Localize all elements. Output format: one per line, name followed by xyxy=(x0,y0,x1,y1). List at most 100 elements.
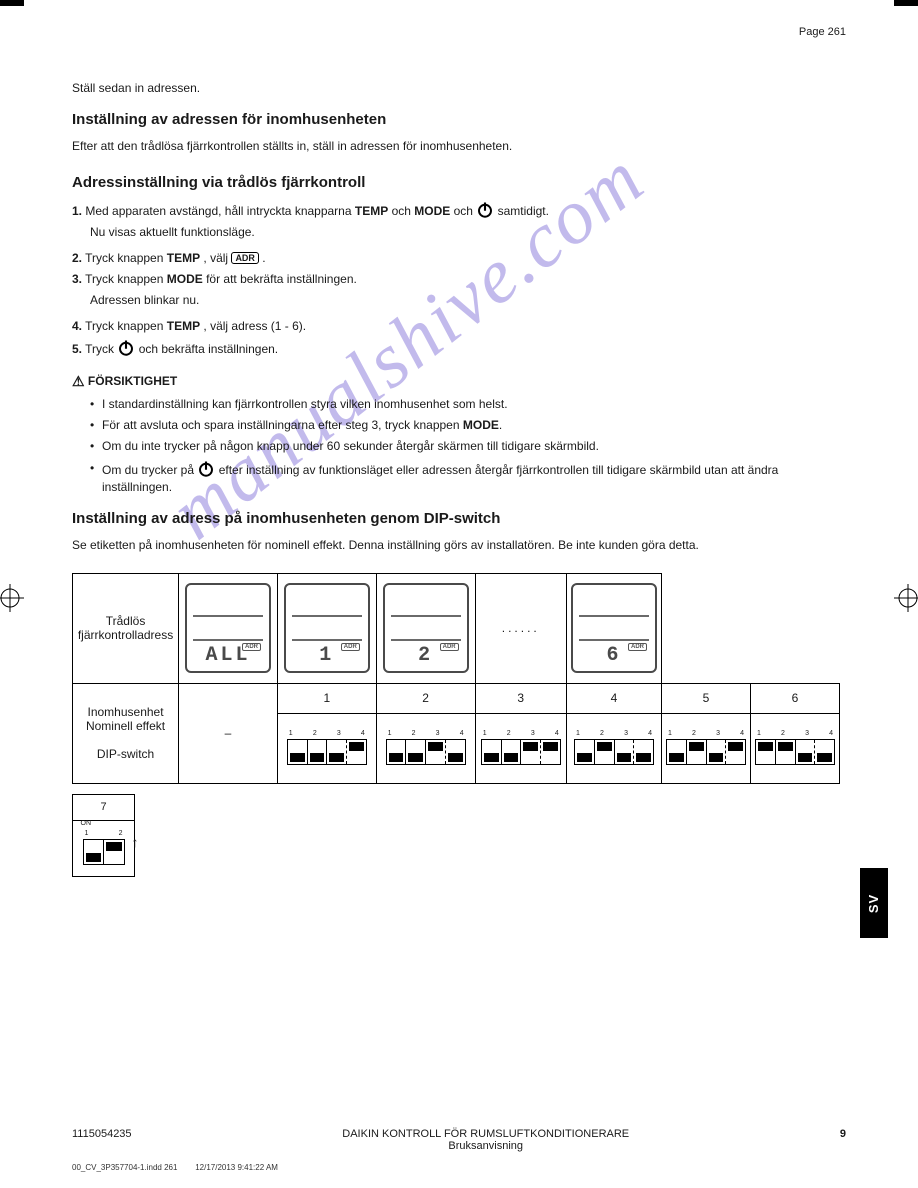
step-2-num: 2. xyxy=(72,251,82,265)
dip-digit: 3 xyxy=(805,730,809,737)
dash-cell: – xyxy=(179,683,278,783)
footer-page-number: 9 xyxy=(840,1128,846,1152)
dip-digit: 3 xyxy=(531,730,535,737)
step-1-sub: Nu visas aktuellt funktionsläge. xyxy=(72,224,846,241)
dip-lever xyxy=(86,853,102,862)
dip-lever xyxy=(408,753,423,762)
dip-lever xyxy=(106,842,122,851)
dip-lever xyxy=(778,742,793,751)
dip-digit: 4 xyxy=(460,730,464,737)
capacity-cell: 6 xyxy=(751,683,840,713)
dip-lever xyxy=(636,753,651,762)
step-5-num: 5. xyxy=(72,342,82,356)
step-3: 3. Tryck knappen MODE för att bekräfta i… xyxy=(72,271,846,288)
dip-lever xyxy=(290,753,305,762)
dip-lever xyxy=(728,742,743,751)
step-4: 4. Tryck knappen TEMP , välj adress (1 -… xyxy=(72,318,846,335)
section-title-1: Inställning av adressen för inomhusenhet… xyxy=(72,111,846,128)
dip-lever xyxy=(597,742,612,751)
dip-digit: 3 xyxy=(337,730,341,737)
footer-center-2: Bruksanvisning xyxy=(342,1140,629,1152)
caution-list: I standardinställning kan fjärrkontrolle… xyxy=(72,396,846,497)
dip-digit: 1 xyxy=(757,730,761,737)
dip-lever xyxy=(389,753,404,762)
step-5: 5. Tryck och bekräfta inställningen. xyxy=(72,339,846,358)
dip-switch: 1234 xyxy=(755,730,835,766)
lcd-display: ADR 6 xyxy=(571,583,657,673)
step-5-text-b: och bekräfta inställningen. xyxy=(139,342,278,356)
power-icon xyxy=(476,201,494,219)
dip-digit: 1 xyxy=(576,730,580,737)
dip-digit: 2 xyxy=(507,730,511,737)
step-1-text-a: Med apparaten avstängd, håll intryckta k… xyxy=(85,204,355,218)
dip-switch: 1234 xyxy=(386,730,466,766)
dip-lever xyxy=(428,742,443,751)
dip-digit: 1 xyxy=(668,730,672,737)
dip-cell: 1234 xyxy=(751,713,840,783)
mode-button-label: MODE xyxy=(463,418,499,432)
dip-digit: 2 xyxy=(313,730,317,737)
lcd-cell: ADR 1 xyxy=(277,573,376,683)
power-icon xyxy=(117,339,135,357)
dip-switch: 1 2 3 4 xyxy=(287,730,367,766)
section-title-3: Inställning av adress på inomhusenheten … xyxy=(72,510,846,527)
dip-switch: ON ↑ 1 2 xyxy=(83,830,125,866)
dip-digit: 1 xyxy=(483,730,487,737)
page-footer: 1115054235 DAIKIN KONTROLL FÖR RUMSLUFTK… xyxy=(72,1128,846,1152)
dip-lever xyxy=(817,753,832,762)
dip-lever xyxy=(709,753,724,762)
dip-lever xyxy=(689,742,704,751)
step-1-text-d: samtidigt. xyxy=(498,204,549,218)
capacity-cell: 1 xyxy=(277,683,376,713)
step-2-text-a: Tryck knappen xyxy=(85,251,167,265)
caution-heading: ⚠ FÖRSIKTIGHET xyxy=(72,373,846,390)
up-arrow-icon: ↑ xyxy=(132,834,139,850)
dip-digit: 2 xyxy=(600,730,604,737)
dip-digit: 1 xyxy=(388,730,392,737)
dip-cell: 1 2 3 4 xyxy=(475,713,566,783)
model-dip-cell: ON ↑ 1 2 xyxy=(73,820,135,876)
power-icon xyxy=(197,460,215,478)
caution-heading-text: FÖRSIKTIGHET xyxy=(88,374,177,388)
adr-badge: ADR xyxy=(231,252,259,265)
caution-block: ⚠ FÖRSIKTIGHET I standardinställning kan… xyxy=(72,373,846,497)
mode-button-label: MODE xyxy=(167,272,203,286)
lcd-cell: ADR 6 xyxy=(567,573,662,683)
dip-cell: 1234 xyxy=(662,713,751,783)
section-3-text: Se etiketten på inomhusenheten för nomin… xyxy=(72,537,846,554)
caution-item: Om du inte trycker på någon knapp under … xyxy=(90,438,846,455)
capacity-cell: 4 xyxy=(567,683,662,713)
addr-row2-label: Inomhusenhet Nominell effekt DIP-switch xyxy=(73,683,179,783)
temp-button-label: TEMP xyxy=(167,251,200,265)
page-content: Ställ sedan in adressen. Inställning av … xyxy=(0,0,918,917)
capacity-cell: 2 xyxy=(376,683,475,713)
dip-lever xyxy=(349,742,364,751)
step-3-text-a: Tryck knappen xyxy=(85,272,167,286)
dip-digit: 4 xyxy=(648,730,652,737)
addr-head-col1: Trådlös fjärrkontrolladress xyxy=(73,573,179,683)
dip-lever xyxy=(329,753,344,762)
ellipsis-cell: ...... xyxy=(475,573,566,683)
dip-lever xyxy=(758,742,773,751)
dip-digit: 2 xyxy=(119,830,123,837)
mode-button-label: MODE xyxy=(414,204,450,218)
dip-cell: 1 2 3 4 xyxy=(567,713,662,783)
step-1-text-c: och xyxy=(454,204,477,218)
dip-digit: 4 xyxy=(361,730,365,737)
dip-lever xyxy=(310,753,325,762)
dip-lever xyxy=(617,753,632,762)
step-4-text-a: Tryck knappen xyxy=(85,319,167,333)
step-2-text-c: . xyxy=(262,251,265,265)
address-table: Trådlös fjärrkontrolladress ADR ALL ADR … xyxy=(72,573,840,784)
lcd-value: 6 xyxy=(573,644,655,667)
dip-switch: 1 2 3 4 xyxy=(481,730,561,766)
dip-lever xyxy=(448,753,463,762)
dip-digit: 1 xyxy=(289,730,293,737)
dip-digit: 3 xyxy=(624,730,628,737)
step-3-text-b: för att bekräfta inställningen. xyxy=(206,272,357,286)
step-4-num: 4. xyxy=(72,319,82,333)
intro-line: Ställ sedan in adressen. xyxy=(72,80,846,97)
dip-digit: 4 xyxy=(555,730,559,737)
footer-center-1: DAIKIN KONTROLL FÖR RUMSLUFTKONDITIONERA… xyxy=(342,1128,629,1140)
caution-item-text: För att avsluta och spara inställningarn… xyxy=(102,418,463,432)
